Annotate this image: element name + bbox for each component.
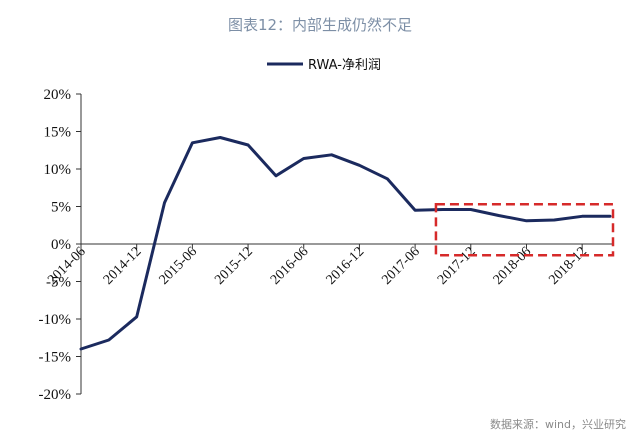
y-tick-label: 10% [44,162,72,178]
series-group [79,136,612,351]
y-tick-label: 0% [51,237,71,253]
source-note: 数据来源：wind，兴业研究 [489,418,626,431]
highlight-region [434,203,615,257]
chart-title: 图表12：内部生成仍然不足 [227,16,413,34]
legend-label: RWA-净利润 [308,58,381,73]
x-tick-label: 2017-06 [379,244,423,288]
y-tick-label: -10% [39,312,72,328]
x-tick-label: 2014-12 [101,244,145,288]
x-tick-label: 2017-12 [435,244,479,288]
x-tick-label: 2018-06 [491,244,535,288]
y-tick-label: -20% [39,387,72,403]
x-tick-label: 2018-12 [546,244,590,288]
y-tick-label: 5% [51,200,71,216]
y-axis: 20% 15% 10% 5% 0% -5% -10% -15% -20% [39,87,82,403]
y-tick-label: 20% [44,87,72,103]
series-line [79,136,612,351]
x-tick-label: 2016-06 [268,244,312,288]
x-axis: 2014-06 2014-12 2015-06 2015-12 2016-06 2016-… [45,243,612,288]
legend: RWA-净利润 [267,58,381,73]
y-tick-label: 15% [44,125,72,141]
highlight-box [434,203,615,257]
x-tick-label: 2015-06 [157,244,201,288]
x-tick-label: 2015-12 [212,244,256,288]
y-tick-label: -5% [46,275,71,291]
x-tick-label: 2016-12 [324,244,368,288]
y-tick-label: -15% [39,350,72,366]
